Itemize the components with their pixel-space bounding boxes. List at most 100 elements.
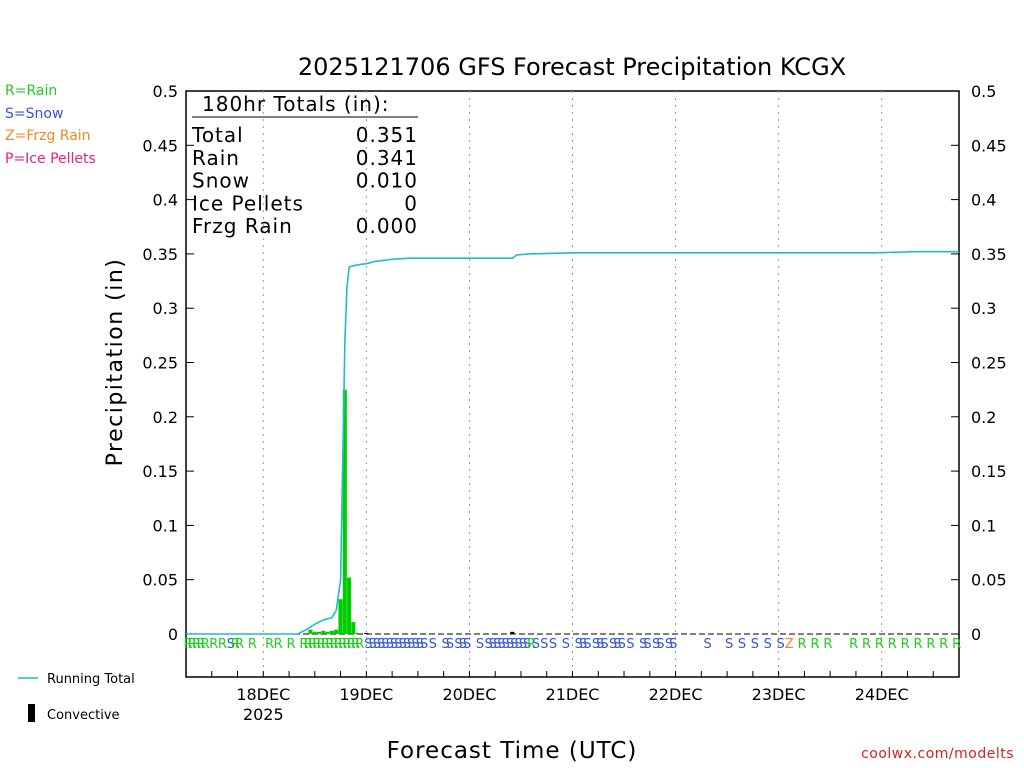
precip-type-marker: S xyxy=(618,637,626,652)
precip-type-marker: S xyxy=(609,637,617,652)
precip-type-marker: S xyxy=(540,637,548,652)
precip-bar xyxy=(316,631,322,634)
y-tick-label-right: 0.35 xyxy=(971,245,1007,264)
precip-type-marker: R xyxy=(342,637,351,652)
legend-label: Convective xyxy=(47,708,120,723)
y-tick-label-left: 0.05 xyxy=(142,571,178,590)
precip-bars xyxy=(308,389,360,634)
y-tick-label-right: 0.2 xyxy=(971,408,996,427)
totals-row-label: Total xyxy=(191,123,244,147)
precip-type-marker: S xyxy=(489,637,497,652)
bottom-legend: Running Total Convective xyxy=(18,672,135,723)
precip-bar xyxy=(325,631,330,634)
precip-type-marker: S xyxy=(381,637,389,652)
x-tick-sublabel: 2025 xyxy=(243,705,284,724)
y-axis-right: 0 0.05 0.1 0.15 0.2 0.25 0.3 0.35 0.4 0.45 0.5 xyxy=(951,82,1007,644)
precip-type-marker: S xyxy=(442,637,450,652)
precip-type-marker: S xyxy=(386,637,394,652)
precip-type-marker: S xyxy=(502,637,510,652)
y-axis-label: Precipitation (in) xyxy=(103,258,128,467)
legend-swatch-bar xyxy=(28,704,35,722)
y-tick-label-right: 0.15 xyxy=(971,462,1007,481)
precip-type-marker: R xyxy=(325,637,334,652)
precip-type-marker: S xyxy=(420,637,428,652)
precip-type-marker: R xyxy=(196,637,205,652)
precip-type-marker: R xyxy=(926,637,935,652)
precip-type-marker: S xyxy=(592,637,600,652)
precip-type-marker: S xyxy=(377,637,385,652)
y-tick-label-left: 0.25 xyxy=(142,354,178,373)
precip-type-marker: S xyxy=(523,637,531,652)
precip-type-marker: R xyxy=(862,637,871,652)
y-axis-left: 0 0.05 0.1 0.15 0.2 0.25 0.3 0.35 0.4 0.45 0.5 xyxy=(142,82,194,644)
x-tick-label: 19DEC xyxy=(339,685,393,704)
precip-bar xyxy=(329,630,334,634)
convective-bars xyxy=(364,631,515,634)
precip-type-marker: R xyxy=(329,637,338,652)
precip-type-marker: S xyxy=(600,637,608,652)
precip-type-marker: R xyxy=(248,637,257,652)
precip-type-marker: S xyxy=(227,637,235,652)
y-tick-label-left: 0.15 xyxy=(142,462,178,481)
precip-type-marker: R xyxy=(849,637,858,652)
precip-type-marker: S xyxy=(476,637,484,652)
precip-type-legend-item: P=Ice Pellets xyxy=(5,150,96,167)
precip-type-marker: S xyxy=(515,637,523,652)
precip-type-marker: S xyxy=(459,637,467,652)
y-tick-label-left: 0.5 xyxy=(153,82,178,101)
precip-type-marker: R xyxy=(875,637,884,652)
y-tick-label-right: 0.1 xyxy=(971,516,996,535)
precip-type-marker: S xyxy=(652,637,660,652)
precip-type-marker: S xyxy=(656,637,664,652)
y-tick-label-left: 0.35 xyxy=(142,245,178,264)
y-tick-label-right: 0.4 xyxy=(971,191,996,210)
precip-type-marker: R xyxy=(334,637,343,652)
legend-label: Running Total xyxy=(47,672,135,687)
precip-type-marker: S xyxy=(411,637,419,652)
precip-type-marker: S xyxy=(463,637,471,652)
convective-bar xyxy=(364,632,369,634)
precip-type-marker: R xyxy=(798,637,807,652)
y-tick-label-left: 0 xyxy=(168,625,178,644)
precip-type-marker: S xyxy=(454,637,462,652)
totals-row-label: Rain xyxy=(192,146,240,170)
y-tick-label-left: 0.2 xyxy=(153,408,178,427)
precip-type-marker: R xyxy=(338,637,347,652)
y-tick-label-right: 0.05 xyxy=(971,571,1007,590)
precip-bar xyxy=(321,630,326,634)
precip-bar xyxy=(355,632,360,634)
precip-type-marker: S xyxy=(639,637,647,652)
credit-text: coolwx.com/modelts xyxy=(861,746,1014,762)
precip-type-marker: S xyxy=(497,637,505,652)
precip-type-marker: S xyxy=(446,637,454,652)
precip-type-marker: R xyxy=(527,637,536,652)
precip-type-marker: R xyxy=(299,637,308,652)
precip-type-marker: S xyxy=(583,637,591,652)
precip-bar xyxy=(347,577,352,634)
precip-type-marker: S xyxy=(777,637,785,652)
precip-type-marker: R xyxy=(347,637,356,652)
precip-type-marker: R xyxy=(952,637,961,652)
precip-type-marker: R xyxy=(810,637,819,652)
precip-type-marker: S xyxy=(399,637,407,652)
precip-type-marker: R xyxy=(231,637,240,652)
totals-row-label: Ice Pellets xyxy=(192,191,304,215)
precip-type-legend-item: S=Snow xyxy=(5,105,64,122)
x-tick-label: 18DEC xyxy=(236,685,290,704)
running-total-line xyxy=(186,250,959,635)
totals-row-value: 0 xyxy=(404,191,418,215)
totals-rows: Total 0.351 Rain 0.341 Snow 0.010 Ice Pellets 0… xyxy=(191,123,418,238)
precip-type-marker: S xyxy=(390,637,398,652)
precip-type-marker: S xyxy=(373,637,381,652)
totals-row-value: 0.351 xyxy=(356,123,418,147)
x-tick-label: 21DEC xyxy=(546,685,600,704)
precip-type-marker: R xyxy=(287,637,296,652)
precip-type-marker: S xyxy=(596,637,604,652)
precip-type-marker: S xyxy=(369,637,377,652)
precip-type-marker: S xyxy=(394,637,402,652)
precip-type-marker: S xyxy=(751,637,759,652)
totals-row-value: 0.000 xyxy=(356,214,418,238)
precip-type-marker: R xyxy=(265,637,274,652)
precip-type-marker: S xyxy=(532,637,540,652)
